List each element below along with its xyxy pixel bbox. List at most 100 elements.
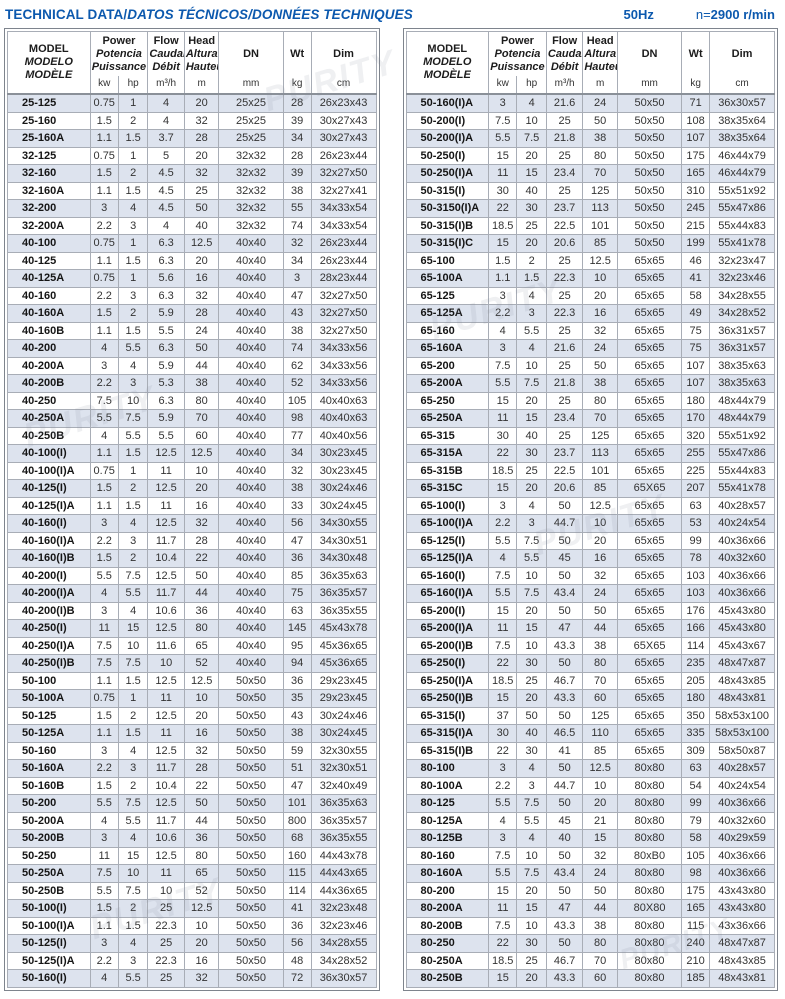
table-row: 65-160(I) 7.5 10 50 32 65x65 103 40x36x66 bbox=[405, 566, 775, 585]
value-cell: 20 bbox=[516, 479, 547, 498]
value-cell: 205 bbox=[681, 671, 711, 690]
value-cell: 34x28x55 bbox=[310, 934, 377, 953]
value-cell: 36x35x63 bbox=[310, 794, 377, 813]
value-cell: 2.2 bbox=[89, 216, 119, 235]
value-cell: 65x65 bbox=[616, 671, 683, 690]
model-cell: 32-200A bbox=[7, 216, 91, 235]
value-cell: 43.3 bbox=[545, 636, 584, 655]
model-cell: 65-125A bbox=[405, 304, 490, 323]
value-cell: 4 bbox=[516, 286, 547, 305]
value-cell: 12.5 bbox=[147, 479, 185, 498]
value-cell: 5.5 bbox=[147, 321, 185, 340]
value-cell: 36 bbox=[282, 916, 312, 935]
value-cell: 65x65 bbox=[616, 584, 683, 603]
col-header-dn: DN bbox=[616, 31, 683, 76]
value-cell: 99 bbox=[681, 531, 711, 550]
value-cell: 40 bbox=[545, 829, 584, 848]
value-cell: 50x50 bbox=[616, 199, 683, 218]
value-cell: 4 bbox=[117, 514, 149, 533]
model-cell: 65-100A bbox=[405, 269, 490, 288]
value-cell: 7.5 bbox=[488, 566, 518, 585]
value-cell: 4.5 bbox=[147, 181, 185, 200]
value-cell: 32x23x47 bbox=[709, 251, 775, 270]
value-cell: 44 bbox=[582, 899, 618, 918]
value-cell: 80x80 bbox=[616, 794, 683, 813]
value-cell: 30x24x46 bbox=[310, 479, 377, 498]
value-cell: 65x65 bbox=[616, 706, 683, 725]
value-cell: 4 bbox=[117, 829, 149, 848]
value-cell: 22 bbox=[488, 934, 518, 953]
value-cell: 34x28x55 bbox=[709, 286, 775, 305]
table-row: 80-125 5.5 7.5 50 20 80x80 99 40x36x66 bbox=[405, 794, 775, 813]
table-row: 32-160A 1.1 1.5 4.5 25 32x32 38 32x27x41 bbox=[7, 181, 377, 200]
value-cell: 80xB0 bbox=[616, 846, 683, 865]
value-cell: 5.5 bbox=[117, 969, 149, 988]
table-row: 65-100 1.5 2 25 12.5 65x65 46 32x23x47 bbox=[405, 251, 775, 270]
value-cell: 113 bbox=[582, 444, 618, 463]
value-cell: 115 bbox=[282, 864, 312, 883]
value-cell: 2 bbox=[117, 111, 149, 130]
title-specs: 50Hz n=2900 r/min bbox=[623, 7, 777, 22]
value-cell: 85 bbox=[282, 566, 312, 585]
table-row: 65-315(I) 37 50 50 125 65x65 350 58x53x100 bbox=[405, 706, 775, 725]
col-header-head: Head Altura Hauteur bbox=[582, 31, 618, 76]
table-row: 40-125(I)A 1.1 1.5 11 16 40x40 33 30x24x45 bbox=[7, 496, 377, 515]
value-cell: 36x31x57 bbox=[709, 321, 775, 340]
unit-dn: mm bbox=[616, 76, 683, 95]
value-cell: 36x30x57 bbox=[709, 93, 775, 113]
value-cell: 46.7 bbox=[545, 951, 584, 970]
value-cell: 48x43x81 bbox=[709, 689, 775, 708]
value-cell: 98 bbox=[282, 409, 312, 428]
value-cell: 63 bbox=[681, 759, 711, 778]
value-cell: 11 bbox=[147, 864, 185, 883]
value-cell: 107 bbox=[681, 374, 711, 393]
value-cell: 50x50 bbox=[218, 846, 284, 865]
value-cell: 12.5 bbox=[582, 496, 618, 515]
model-cell: 50-250(I)A bbox=[405, 164, 490, 183]
table-row: 65-315(I)B 22 30 41 85 65x65 309 58x50x87 bbox=[405, 741, 775, 760]
table-row: 50-125(I) 3 4 25 20 50x50 56 34x28x55 bbox=[7, 934, 377, 953]
value-cell: 2 bbox=[516, 251, 547, 270]
model-cell: 80-100A bbox=[405, 776, 490, 795]
value-cell: 20 bbox=[183, 934, 220, 953]
value-cell: 11.6 bbox=[147, 636, 185, 655]
value-cell: 32 bbox=[183, 286, 220, 305]
value-cell: 25x25 bbox=[218, 129, 284, 148]
value-cell: 30 bbox=[516, 444, 547, 463]
model-cell: 80-200B bbox=[405, 916, 490, 935]
model-label-en: MODEL bbox=[28, 43, 69, 55]
value-cell: 4 bbox=[117, 741, 149, 760]
value-cell: 44x43x78 bbox=[310, 846, 377, 865]
value-cell: 115 bbox=[681, 916, 711, 935]
right-table-body: 50-160(I)A 3 4 21.6 24 50x50 71 36x30x57 50-200(… bbox=[405, 93, 775, 988]
model-cell: 80-250A bbox=[405, 951, 490, 970]
value-cell: 36x31x57 bbox=[709, 339, 775, 358]
value-cell: 22.3 bbox=[147, 916, 185, 935]
left-table-body: 25-125 0.75 1 4 20 25x25 28 26x23x43 25-160 1.5 2 4… bbox=[7, 93, 377, 988]
value-cell: 1.1 bbox=[89, 916, 119, 935]
value-cell: 99 bbox=[681, 794, 711, 813]
value-cell: 40x32x60 bbox=[709, 811, 775, 830]
value-cell: 46 bbox=[681, 251, 711, 270]
value-cell: 30 bbox=[488, 724, 518, 743]
value-cell: 70 bbox=[582, 671, 618, 690]
value-cell: 32x30x51 bbox=[310, 759, 377, 778]
table-row: 40-200A 3 4 5.9 44 40x40 62 34x33x56 bbox=[7, 356, 377, 375]
dn-label: DN bbox=[243, 47, 259, 60]
flow-label-es: Caudal bbox=[547, 47, 583, 60]
model-cell: 50-125 bbox=[7, 706, 91, 725]
value-cell: 1.5 bbox=[89, 549, 119, 568]
value-cell: 20 bbox=[516, 234, 547, 253]
value-cell: 55x47x86 bbox=[709, 444, 775, 463]
value-cell: 25 bbox=[147, 899, 185, 918]
title-english: TECHNICAL DATA/ bbox=[5, 7, 128, 22]
header-units-row: kw hp m³/h m mm kg cm bbox=[406, 76, 775, 95]
value-cell: 7.5 bbox=[117, 881, 149, 900]
model-cell: 32-200 bbox=[7, 199, 91, 218]
value-cell: 50 bbox=[183, 199, 220, 218]
value-cell: 43.4 bbox=[545, 584, 584, 603]
table-row: 50-125A 1.1 1.5 11 16 50x50 38 30x24x45 bbox=[7, 724, 377, 743]
value-cell: 12.5 bbox=[147, 619, 185, 638]
value-cell: 3 bbox=[89, 934, 119, 953]
value-cell: 7.5 bbox=[516, 794, 547, 813]
